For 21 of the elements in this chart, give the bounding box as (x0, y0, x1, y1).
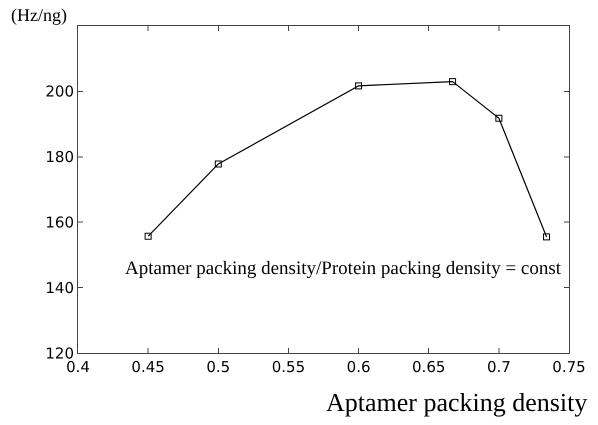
annotation: Aptamer packing density/Protein packing density = const (125, 258, 562, 279)
point (214, 160, 222, 168)
y-tick-label: 200 (45, 82, 74, 101)
x-tick-label: 0.7 (486, 358, 511, 376)
x-tick-label: 0.55 (272, 358, 306, 376)
y-tick-label: 180 (45, 148, 74, 166)
x-axis-title: Aptamer packing density (326, 388, 588, 417)
x-tick-label: 0.45 (131, 358, 165, 376)
x-tick-label: 0.75 (552, 358, 586, 376)
x-tick-label: 0.4 (66, 358, 90, 376)
point (543, 233, 550, 240)
y-axis-title: (Hz/ng) (11, 5, 67, 25)
point (449, 78, 456, 86)
point (495, 114, 502, 122)
x-tick-label: 0.65 (412, 358, 446, 376)
point (355, 82, 362, 90)
y-tick-label: 140 (45, 278, 74, 297)
point (144, 232, 152, 240)
x-tick-label: 0.6 (346, 358, 370, 376)
y-tick-label: 160 (45, 213, 74, 232)
x-tick-label: 0.5 (206, 358, 230, 376)
